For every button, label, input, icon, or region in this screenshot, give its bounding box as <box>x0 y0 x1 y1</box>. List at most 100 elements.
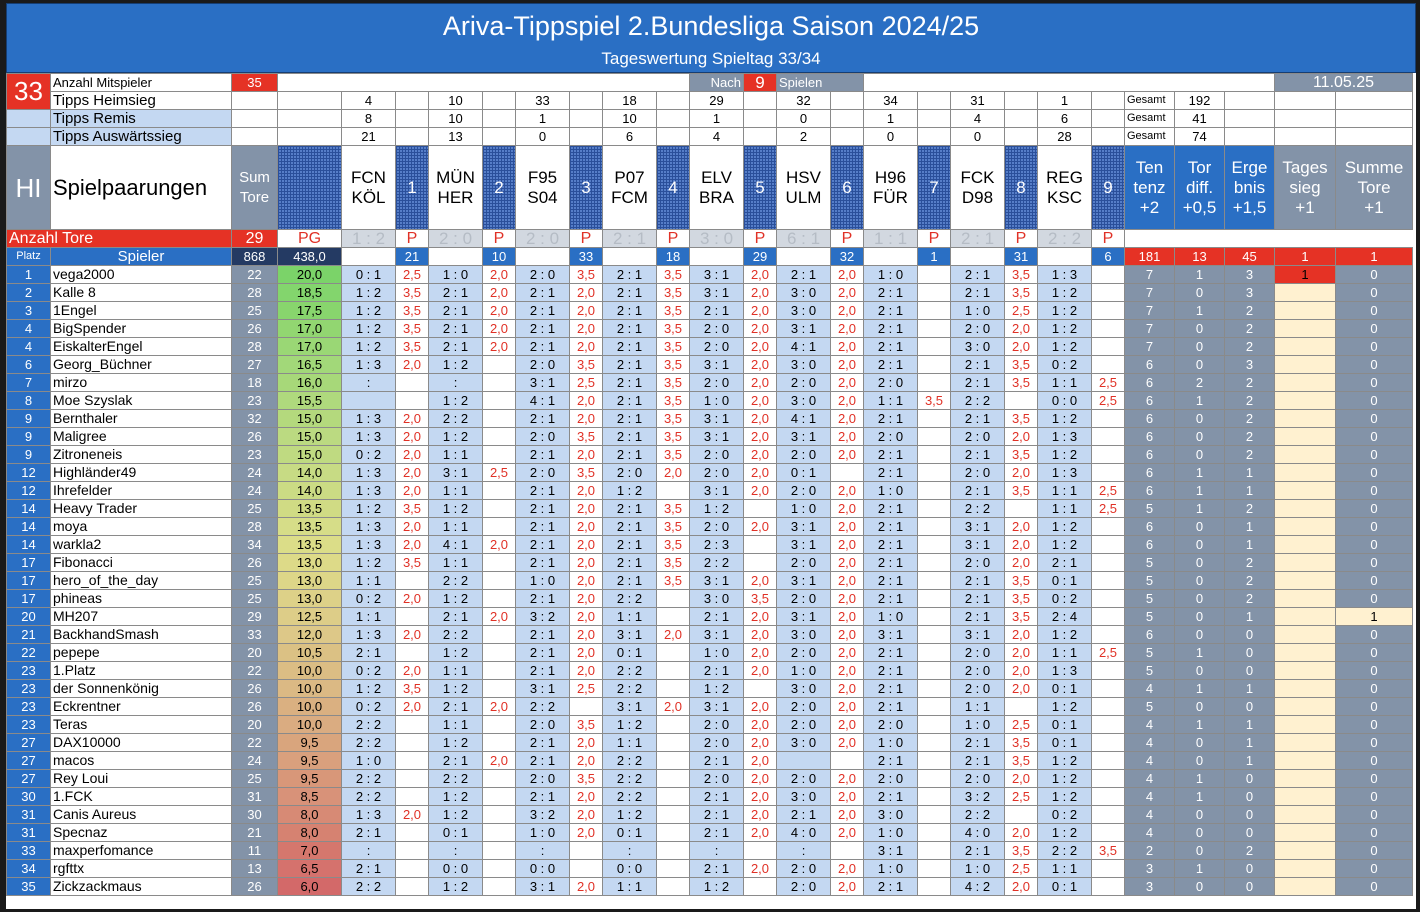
bonus-value: 0 <box>1224 787 1275 806</box>
table-row: 4 BigSpender 26 17,0 1 : 2 3,5 2 : 1 2,0 2 : 1 2,… <box>6 319 1413 338</box>
tip-score: 3 : 0 <box>863 805 918 824</box>
tip-points: 3,5 <box>569 715 603 734</box>
tip-points: 2,0 <box>395 445 429 464</box>
player-points: 8,0 <box>277 805 342 824</box>
tip-points <box>917 319 951 338</box>
rank: 17 <box>6 589 51 608</box>
player-name: mirzo <box>50 373 232 392</box>
tip-score: 2 : 1 <box>428 301 483 320</box>
bonus-value <box>1274 463 1336 482</box>
tip-points: 2,0 <box>1004 553 1038 572</box>
tip-points: 2,0 <box>1004 661 1038 680</box>
blank-cell <box>1004 91 1038 110</box>
tip-score: 2 : 1 <box>863 787 918 806</box>
bonus-value: 4 <box>1124 751 1175 770</box>
tip-score: 2 : 2 <box>950 805 1005 824</box>
match-header-2: MÜN HER <box>428 145 483 230</box>
player-name: moya <box>50 517 232 536</box>
tip-score: 3 : 1 <box>950 535 1005 554</box>
tip-score: 1 : 0 <box>776 499 831 518</box>
tip-points: 2,0 <box>1004 517 1038 536</box>
tip-points: 2,5 <box>1004 787 1038 806</box>
tip-score: 3 : 1 <box>689 481 744 500</box>
tip-points: 3,5 <box>1004 751 1038 770</box>
tip-points: 2,0 <box>482 265 516 284</box>
blank-cell <box>656 109 690 128</box>
player-name: Canis Aureus <box>50 805 232 824</box>
tip-score: 3 : 1 <box>950 517 1005 536</box>
blank-cell <box>830 109 864 128</box>
tip-score: 2 : 1 <box>863 751 918 770</box>
tip-score: 2 : 1 <box>863 301 918 320</box>
tip-points: 3,5 <box>569 265 603 284</box>
tip-score: 3 : 1 <box>515 877 570 896</box>
bonus-value: 0 <box>1335 301 1413 320</box>
tip-points: 2,0 <box>830 823 864 842</box>
tip-score: 2 : 1 <box>602 535 657 554</box>
player-points: 16,5 <box>277 355 342 374</box>
tip-score: 2 : 0 <box>689 733 744 752</box>
tip-points: 3,5 <box>569 463 603 482</box>
rank: 22 <box>6 643 51 662</box>
match-result: 2 : 1 <box>602 229 657 248</box>
tip-points: 2,0 <box>395 409 429 428</box>
tip-score: 2 : 1 <box>863 553 918 572</box>
tip-points: 3,5 <box>395 553 429 572</box>
tip-points <box>1091 571 1125 590</box>
bonus-value <box>1274 427 1336 446</box>
player-tore: 24 <box>231 751 278 770</box>
tip-points: 2,0 <box>395 625 429 644</box>
bonus-value <box>1274 517 1336 536</box>
bonus-value: 5 <box>1124 499 1175 518</box>
tip-score: 3 : 0 <box>776 391 831 410</box>
blank-cell <box>776 247 831 266</box>
player-name: DAX10000 <box>50 733 232 752</box>
bonus-value: 0 <box>1224 805 1275 824</box>
bonus-value: 5 <box>1124 697 1175 716</box>
away-team: D98 <box>961 187 994 207</box>
tip-points: 2,0 <box>1004 769 1038 788</box>
tip-score: 3 : 0 <box>950 337 1005 356</box>
tip-score: 3 : 0 <box>689 589 744 608</box>
bonus-header-5: Summe Tore +1 <box>1335 145 1413 230</box>
blank-cell <box>277 127 342 146</box>
tip-points: 2,0 <box>569 535 603 554</box>
bonus-value: 1 <box>1224 607 1275 626</box>
tip-points: 3,5 <box>656 499 690 518</box>
tip-score: 2 : 1 <box>602 499 657 518</box>
tip-score: 3 : 1 <box>515 373 570 392</box>
tip-score: 1 : 3 <box>341 805 396 824</box>
rank: 9 <box>6 409 51 428</box>
rank: 31 <box>6 823 51 842</box>
bonus-value: 4 <box>1124 823 1175 842</box>
anzahl-tore-label: Anzahl Tore <box>6 229 232 248</box>
bonus-value <box>1274 787 1336 806</box>
date-label: 11.05.25 <box>1274 73 1413 92</box>
tip-points <box>395 607 429 626</box>
bonus-value: 0 <box>1174 409 1225 428</box>
tip-points: 2,5 <box>1091 481 1125 500</box>
player-tore: 26 <box>231 553 278 572</box>
tip-score: 1 : 2 <box>1037 319 1092 338</box>
tip-points: 3,5 <box>656 283 690 302</box>
p-label: P <box>1004 229 1038 248</box>
bonus-value: 6 <box>1124 517 1175 536</box>
tip-points <box>917 409 951 428</box>
stat-value: 1 <box>1037 91 1092 110</box>
tip-points <box>656 661 690 680</box>
tip-score: 3 : 2 <box>515 805 570 824</box>
tip-score: 3 : 2 <box>515 607 570 626</box>
tip-points: 2,0 <box>395 589 429 608</box>
player-name: warkla2 <box>50 535 232 554</box>
tip-points: 2,0 <box>395 355 429 374</box>
tip-points <box>917 733 951 752</box>
blank-cell <box>1091 109 1125 128</box>
tip-score: 2 : 1 <box>950 481 1005 500</box>
tip-score: 2 : 2 <box>602 751 657 770</box>
tip-score: 2 : 1 <box>863 877 918 896</box>
tip-points: 3,5 <box>743 589 777 608</box>
tip-score: 3 : 1 <box>428 463 483 482</box>
player-tore: 25 <box>231 301 278 320</box>
title-banner: Ariva-Tippspiel 2.Bundesliga Saison 2024… <box>6 3 1416 73</box>
